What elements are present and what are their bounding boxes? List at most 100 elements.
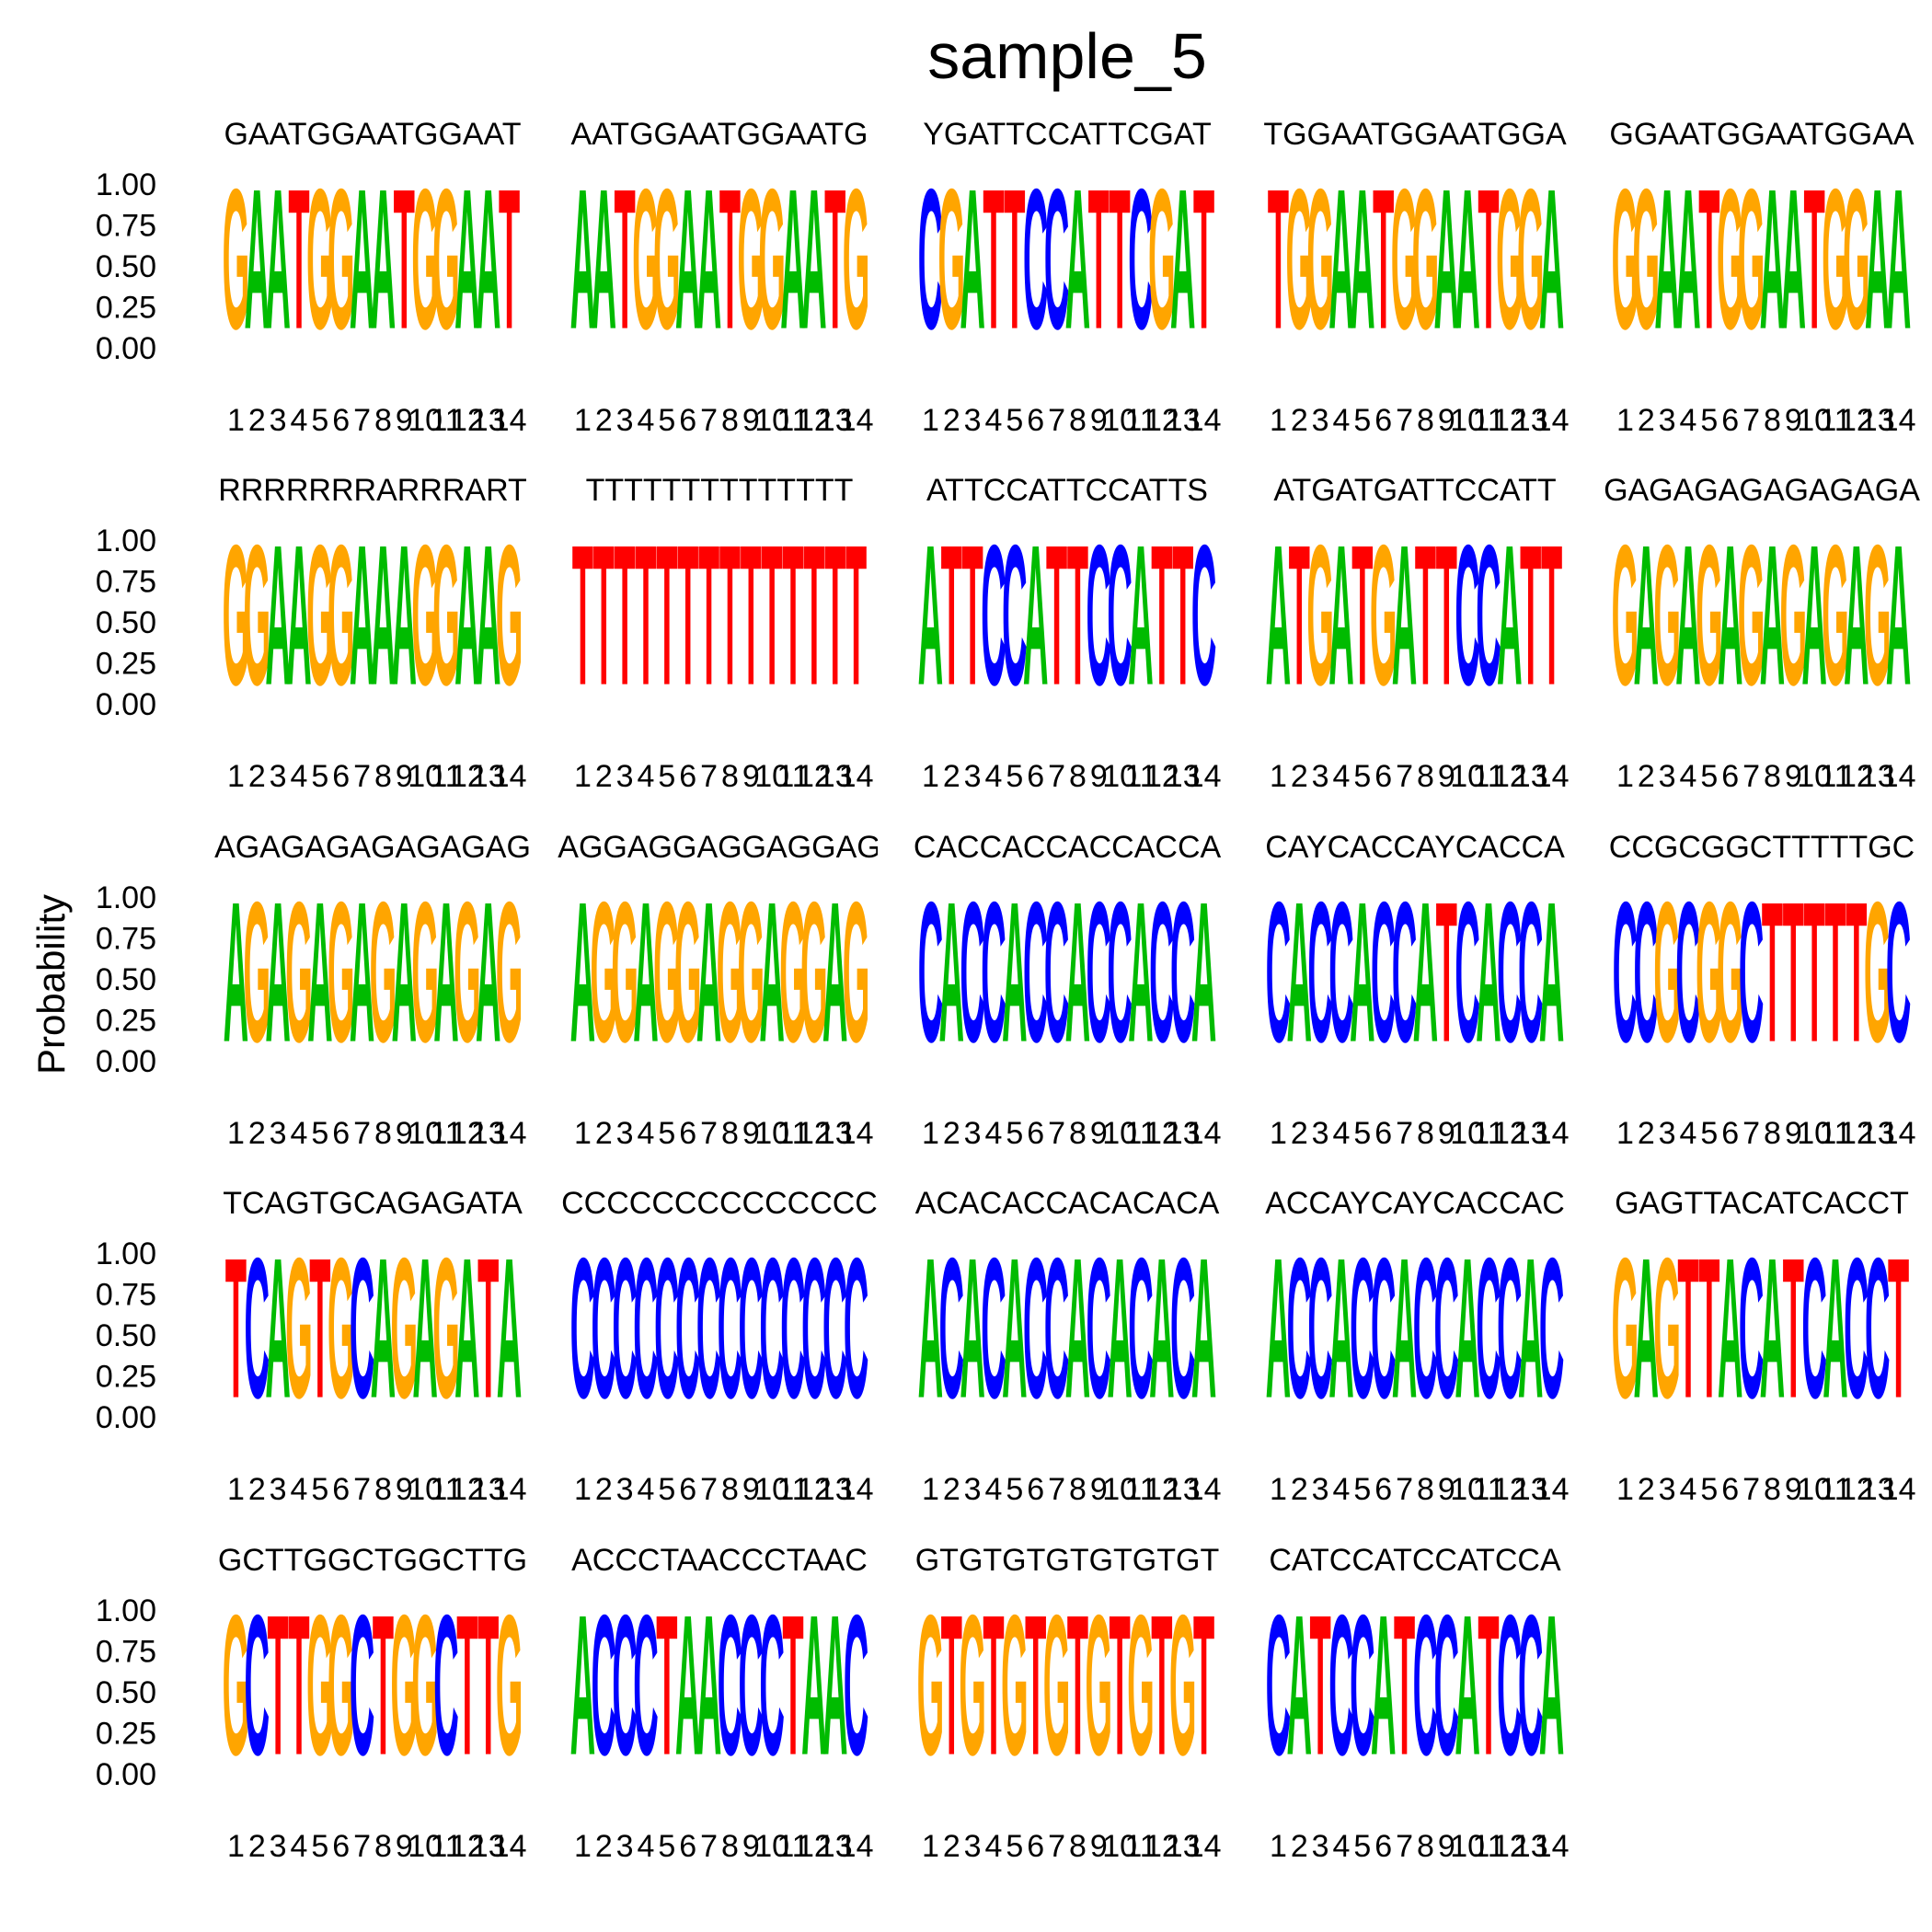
logo-letter: A (476, 149, 501, 372)
x-tick-label: 7 (353, 1116, 371, 1151)
logo-letter: C (718, 1218, 743, 1441)
x-tick-label: 9 (1090, 1829, 1108, 1864)
x-tick-label: 6 (679, 1116, 696, 1151)
logo-letter: G (590, 862, 617, 1085)
x-tick-label: 1 (574, 1472, 592, 1507)
x-tick-label: 12 (1492, 1472, 1527, 1507)
x-tick-label: 9 (1438, 1829, 1455, 1864)
logo-letter: G (1717, 862, 1744, 1085)
x-tick-label: 3 (270, 759, 287, 794)
x-tick-label: 10 (1450, 759, 1485, 794)
x-tick-label: 7 (1742, 759, 1760, 794)
x-tick-label: 14 (839, 1472, 874, 1507)
x-tick-label: 2 (1638, 403, 1655, 438)
logo-letter: A (696, 862, 722, 1085)
x-tick-label: 1 (227, 1116, 245, 1151)
logo-panel: CATCCATCCATCCACCAATTCCCCAATTCCCCAATTCCCC… (1266, 1543, 1570, 1864)
logo-letter: T (1373, 149, 1394, 372)
logo-letter: A (1539, 1575, 1565, 1798)
logo-letter: C (1844, 1218, 1869, 1441)
logo-letter: A (696, 149, 722, 372)
x-tick-label: 2 (1638, 1116, 1655, 1151)
x-tick-label: 4 (1333, 1829, 1351, 1864)
y-tick-label: 0.50 (96, 962, 156, 997)
x-tick-label: 10 (1797, 759, 1832, 794)
x-tick-label: 8 (1069, 1472, 1087, 1507)
x-tick-label: 14 (1881, 403, 1916, 438)
logo-letter: C (1170, 1218, 1196, 1441)
x-tick-label: 6 (1027, 1472, 1044, 1507)
x-tick-label: 7 (1742, 1116, 1760, 1151)
x-tick-label: 2 (1638, 759, 1655, 794)
logo-letter: G (1412, 149, 1440, 372)
y-tick-label: 1.00 (96, 880, 156, 915)
x-tick-label: 8 (1069, 1116, 1087, 1151)
logo-letter: A (675, 1575, 701, 1798)
logo-letter: C (1023, 862, 1049, 1085)
x-tick-label: 2 (1291, 1829, 1308, 1864)
x-tick-label: 2 (943, 759, 960, 794)
x-tick-label: 5 (658, 1116, 675, 1151)
logo-letter: A (1002, 862, 1028, 1085)
logo-letter: T (1415, 505, 1436, 728)
logo-letter: G (1127, 1575, 1155, 1798)
logo-letter: A (454, 505, 480, 728)
logo-letter: A (1476, 862, 1501, 1085)
logo-letter: A (307, 862, 333, 1085)
logo-letter: G (1001, 1575, 1029, 1798)
x-tick-label: 4 (985, 759, 1003, 794)
logo-letter: G (390, 1575, 418, 1798)
x-tick-label: 3 (616, 403, 634, 438)
logo-letter: G (1085, 1575, 1112, 1798)
logo-letter: A (1675, 505, 1701, 728)
logo-letter: T (1046, 505, 1067, 728)
logo-letter: A (570, 1575, 596, 1798)
x-tick-label: 4 (291, 1472, 308, 1507)
x-tick-label: 8 (374, 1472, 392, 1507)
logo-letter: A (696, 1575, 722, 1798)
x-tick-label: 7 (700, 1472, 718, 1507)
x-tick-label: 9 (396, 1116, 413, 1151)
logo-letter: G (1391, 149, 1419, 372)
x-tick-label: 7 (353, 403, 371, 438)
logo-letter: G (758, 149, 786, 372)
y-tick-label: 0.00 (96, 1757, 156, 1792)
logo-letter: C (1413, 1218, 1439, 1441)
logo-letter: G (243, 862, 270, 1085)
x-tick-label: 14 (1535, 1116, 1570, 1151)
logo-letter: A (939, 862, 965, 1085)
logo-letter: G (1169, 1575, 1197, 1798)
logo-letter: A (801, 1575, 827, 1798)
x-tick-label: 6 (332, 759, 350, 794)
logo-letter: C (1087, 505, 1112, 728)
x-tick-label: 6 (1721, 1472, 1739, 1507)
logo-letter: T (803, 505, 824, 728)
logo-letter: A (1413, 862, 1439, 1085)
x-tick-label: 9 (742, 1829, 760, 1864)
y-axis-label: Probability (29, 894, 73, 1075)
logo-letter: A (1634, 505, 1660, 728)
logo-letter: C (918, 149, 944, 372)
x-tick-label: 10 (754, 403, 789, 438)
logo-letter: C (1087, 1218, 1112, 1441)
logo-letter: A (265, 505, 291, 728)
logo-letter: T (1110, 1575, 1131, 1798)
logo-letter: T (1067, 1575, 1088, 1798)
logo-letter: C (1455, 505, 1480, 728)
panel-title: GTGTGTGTGTGTGT (915, 1543, 1220, 1578)
x-tick-label: 13 (1166, 1829, 1201, 1864)
x-tick-label: 1 (574, 403, 592, 438)
logo-letter: A (1718, 1218, 1743, 1441)
x-tick-label: 4 (1333, 759, 1351, 794)
panel-title: ACCCTAACCCTAAC (571, 1543, 868, 1578)
logo-letter: T (1436, 862, 1457, 1085)
x-tick-label: 14 (1187, 1829, 1222, 1864)
logo-letter: C (780, 1218, 806, 1441)
logo-letter: A (1455, 1218, 1480, 1441)
logo-letter: A (1634, 1218, 1660, 1441)
logo-panel: CACCACCACCACCACCAACCCCAACCCCAACCCCAACCCC… (914, 830, 1222, 1151)
logo-letter: A (392, 505, 418, 728)
logo-letter: G (1612, 149, 1639, 372)
x-tick-label: 6 (1027, 1829, 1044, 1864)
logo-letter: G (1043, 1575, 1071, 1798)
